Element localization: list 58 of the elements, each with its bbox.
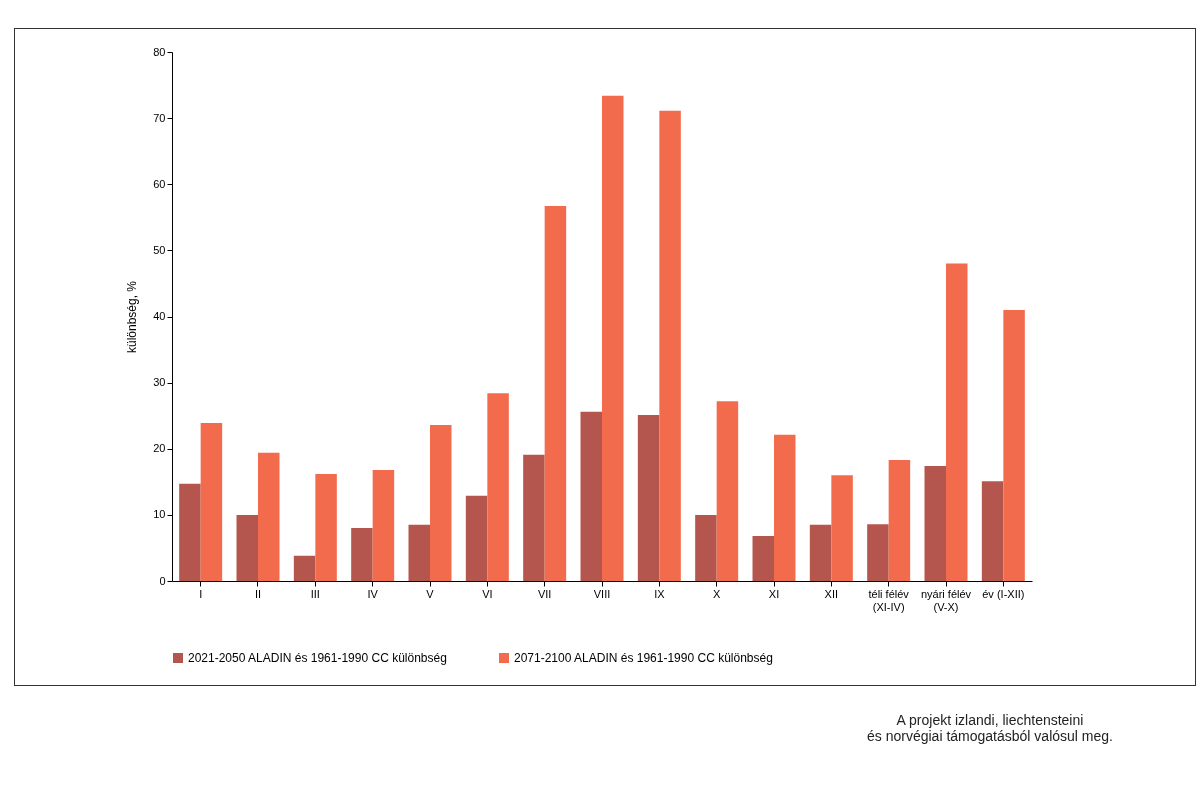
bar bbox=[637, 415, 660, 581]
x-tick-label: X bbox=[712, 587, 721, 600]
y-tick-label: 30 bbox=[153, 376, 166, 389]
bar bbox=[924, 465, 946, 581]
bar bbox=[946, 263, 968, 581]
bar bbox=[200, 422, 223, 581]
bar bbox=[523, 454, 545, 581]
x-tick-label: VI bbox=[482, 587, 493, 600]
y-tick-label: 0 bbox=[159, 574, 166, 587]
x-tick-label: V bbox=[426, 587, 435, 600]
text: A projekt izlandi, liechtensteini és norvégiai támogatásból valósul meg. bbox=[866, 712, 1114, 744]
x-tick-label: VII bbox=[537, 587, 552, 600]
bar bbox=[465, 495, 488, 581]
x-tick-label: IX bbox=[654, 587, 666, 600]
bar bbox=[659, 110, 681, 581]
bar bbox=[580, 411, 602, 581]
bar bbox=[408, 524, 430, 581]
x-tick-label: XI bbox=[768, 587, 780, 600]
bar bbox=[293, 555, 316, 581]
legend-label: 2071-2100 ALADIN és 1961-1990 CC különbség bbox=[514, 651, 773, 665]
x-tick-label: nyári félév (V-X) bbox=[920, 587, 972, 613]
bar bbox=[430, 424, 452, 581]
bar bbox=[1003, 309, 1025, 581]
x-tick-label: VIII bbox=[593, 587, 611, 600]
x-tick-label: IV bbox=[367, 587, 379, 600]
x-tick-label: I bbox=[199, 587, 203, 600]
bar bbox=[179, 483, 201, 581]
x-tick-label: év (I-XII) bbox=[982, 587, 1025, 600]
bar bbox=[888, 459, 911, 581]
bar bbox=[315, 473, 337, 581]
legend-label: 2021-2050 ALADIN és 1961-1990 CC különbség bbox=[188, 651, 447, 665]
y-tick-label: 70 bbox=[153, 111, 166, 124]
bar bbox=[981, 481, 1004, 581]
x-tick-label: téli félév (XI-IV) bbox=[868, 587, 910, 613]
x-tick-label: II bbox=[254, 587, 262, 600]
bar bbox=[258, 452, 280, 581]
bar bbox=[351, 528, 373, 581]
y-tick-label: 50 bbox=[153, 243, 166, 256]
y-tick-label: 20 bbox=[153, 442, 166, 455]
y-tick-label: 80 bbox=[153, 45, 166, 58]
bar bbox=[487, 393, 509, 581]
y-tick-label: 60 bbox=[153, 177, 166, 190]
bar bbox=[372, 469, 395, 581]
bar bbox=[236, 514, 258, 581]
x-tick-label: III bbox=[310, 587, 320, 600]
bar bbox=[774, 434, 796, 581]
y-axis-title: különbség, % bbox=[125, 280, 140, 354]
bar bbox=[544, 206, 567, 581]
bar bbox=[695, 514, 717, 581]
y-tick-label: 10 bbox=[153, 508, 166, 521]
bar bbox=[716, 401, 739, 581]
bar bbox=[809, 524, 832, 581]
x-tick-label: XII bbox=[824, 587, 839, 600]
bar bbox=[867, 524, 889, 581]
bar bbox=[831, 475, 853, 581]
bar bbox=[602, 95, 624, 581]
y-tick-label: 40 bbox=[153, 310, 166, 322]
bar bbox=[752, 536, 774, 581]
